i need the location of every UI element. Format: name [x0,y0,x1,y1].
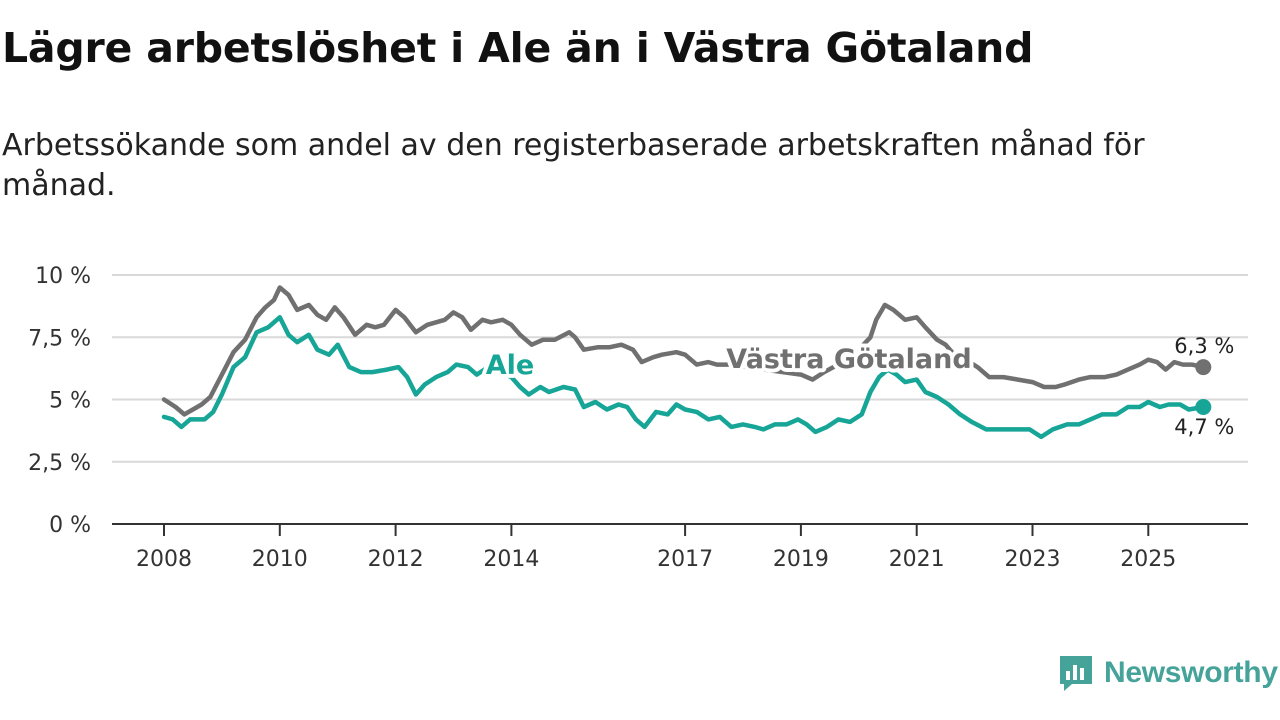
end-label-v-stra-g-taland: 6,3 % [1174,334,1234,358]
series-line-ale [161,315,1206,440]
page-subtitle: Arbetssökande som andel av den registerb… [2,128,1145,203]
x-tick-label: 2014 [483,547,539,572]
page-title: Lägre arbetslöshet i Ale än i Västra Göt… [2,24,1034,72]
series-label-vastra-gotaland: Västra Götaland [726,344,971,375]
y-tick-label: 0 % [49,513,91,538]
x-tick-label: 2021 [889,547,945,572]
x-tick-label: 2010 [252,547,308,572]
x-tick-label: 2017 [657,547,713,572]
newsworthy-logo: Newsworthy [1058,654,1278,692]
series-lines [161,285,1212,440]
x-tick-label: 2025 [1120,547,1176,572]
series-line-v-stra-g-taland [161,285,1206,417]
end-marker-v-stra-g-taland [1195,359,1212,376]
grid-lines [112,274,1248,463]
x-tick-label: 2019 [773,547,829,572]
x-tick-label: 2012 [368,547,424,572]
end-marker-ale [1195,398,1212,415]
y-tick-label: 2,5 % [28,451,91,476]
series-label-ale: Ale [486,350,534,381]
y-tick-label: 10 % [35,264,91,289]
x-axis: 2008 2010 2012 2014 2017 2019 2021 2023 2025 [112,523,1248,572]
y-tick-label: 7,5 % [28,326,91,351]
series-labels: 6,3 % 4,7 % Västra Götaland Ale [482,334,1235,439]
brand-name: Newsworthy [1104,656,1278,689]
end-label-ale: 4,7 % [1174,415,1234,439]
x-tick-label: 2023 [1005,547,1061,572]
y-tick-label: 5 % [49,389,91,414]
bar-chart-document-icon [1060,656,1092,691]
x-tick-label: 2008 [136,547,192,572]
y-axis-tick-labels: 0 % 2,5 % 5 % 7,5 % 10 % [28,264,91,538]
